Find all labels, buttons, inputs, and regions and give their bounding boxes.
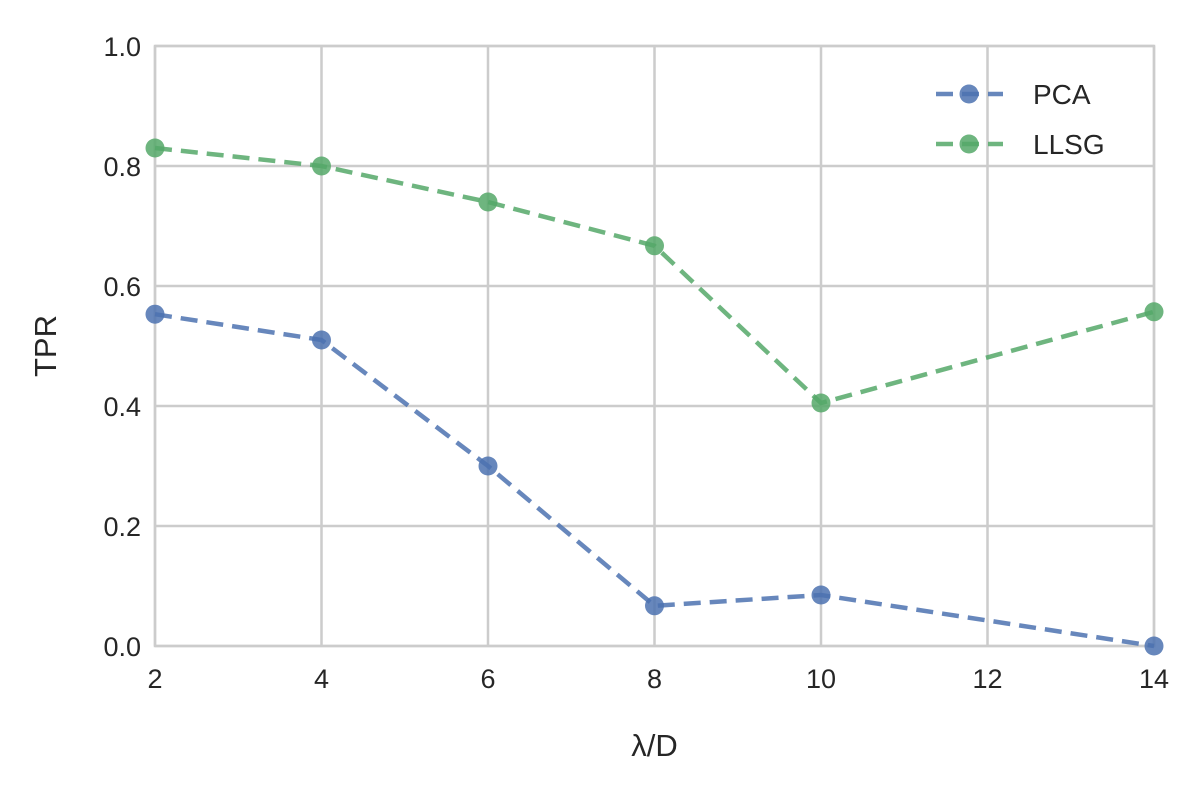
y-tick-label: 1.0 xyxy=(103,32,141,62)
y-tick-label: 0.8 xyxy=(103,152,141,182)
series-llsg xyxy=(145,138,1164,413)
data-point-pca xyxy=(312,330,331,350)
series-layer xyxy=(145,138,1164,656)
x-tick-label: 10 xyxy=(806,664,836,694)
series-line-llsg xyxy=(154,145,1155,406)
grid xyxy=(153,44,1156,648)
legend-marker-llsg xyxy=(959,134,979,154)
x-tick-label: 4 xyxy=(314,664,329,694)
data-point-llsg xyxy=(478,192,498,212)
data-point-pca xyxy=(478,456,498,476)
legend-marker-pca xyxy=(959,84,979,104)
series-pca xyxy=(145,304,1164,656)
legend-entry-llsg: LLSG xyxy=(936,129,1105,160)
x-tick-label: 6 xyxy=(480,664,495,694)
data-point-pca xyxy=(1144,636,1164,656)
data-point-llsg xyxy=(1144,302,1164,322)
series-line-pca xyxy=(154,311,1155,649)
data-point-llsg xyxy=(312,156,331,176)
data-point-pca xyxy=(645,596,664,616)
y-axis-title: TPR xyxy=(28,315,63,377)
data-point-pca xyxy=(145,304,165,324)
x-tick-label: 12 xyxy=(972,664,1002,694)
y-tick-label: 0.0 xyxy=(103,632,141,662)
legend: PCA LLSG xyxy=(936,79,1105,160)
x-tick-label: 14 xyxy=(1139,664,1169,694)
data-point-pca xyxy=(811,585,831,605)
y-tick-label: 0.2 xyxy=(103,512,141,542)
legend-label-pca: PCA xyxy=(1033,79,1091,110)
legend-label-llsg: LLSG xyxy=(1033,129,1105,160)
data-point-llsg xyxy=(645,236,664,256)
x-tick-label: 8 xyxy=(647,664,662,694)
y-tick-label: 0.4 xyxy=(103,392,141,422)
data-point-llsg xyxy=(811,393,831,413)
data-point-llsg xyxy=(145,138,165,158)
x-axis-title: λ/D xyxy=(631,728,678,763)
tick-labels: 2 4 6 8 10 12 14 0.0 0.2 0.4 0.6 0.8 1.0 xyxy=(103,32,1169,694)
y-tick-label: 0.6 xyxy=(103,272,141,302)
legend-entry-pca: PCA xyxy=(936,79,1091,110)
x-tick-label: 2 xyxy=(147,664,162,694)
plot-frame xyxy=(153,44,1156,648)
